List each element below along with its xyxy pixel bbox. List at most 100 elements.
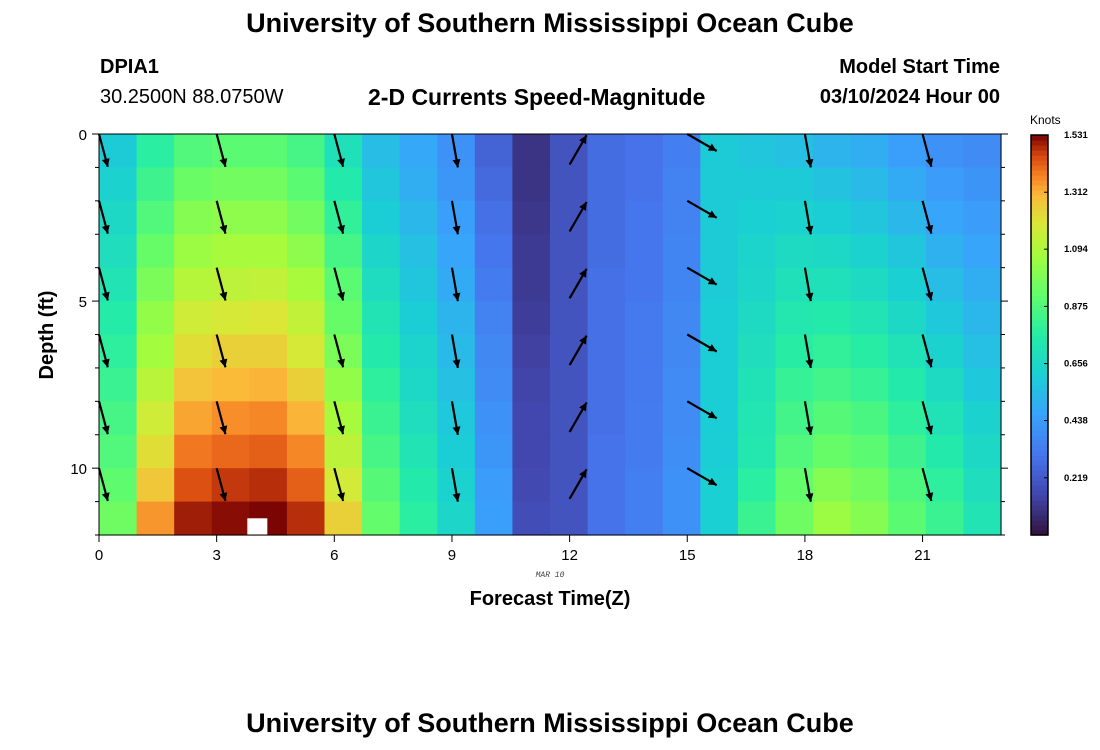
current-vector-head — [925, 492, 934, 502]
date-label: MAR 10 — [536, 571, 565, 580]
heatmap-cell — [136, 367, 175, 402]
missing-data-cell — [247, 518, 268, 535]
current-vector-head — [805, 359, 814, 368]
heatmap-cell — [474, 267, 514, 302]
heatmap-cell — [813, 200, 852, 235]
colorbar-tick-label: 1.094 — [1064, 244, 1088, 255]
x-tick-label: 6 — [330, 547, 338, 564]
current-vector-head — [707, 143, 717, 151]
current-vector-head — [219, 358, 228, 368]
colorbar-tick-label: 1.312 — [1064, 187, 1088, 198]
colorbar-segment — [1031, 215, 1048, 221]
current-vector-head — [219, 425, 228, 435]
colorbar-segment — [1031, 275, 1048, 281]
heatmap-cell — [700, 267, 739, 302]
heatmap-cell — [249, 167, 288, 202]
heatmap-cell — [399, 167, 438, 202]
heatmap-cell — [474, 434, 514, 469]
colorbar-segment — [1031, 365, 1048, 371]
heatmap-cell — [249, 334, 288, 369]
current-vector-head — [707, 277, 717, 285]
colorbar-segment — [1031, 435, 1048, 441]
heatmap-cell — [850, 234, 889, 269]
heatmap-cell — [625, 434, 664, 469]
heatmap-cell — [286, 434, 326, 469]
colorbar-segment — [1031, 475, 1048, 481]
heatmap-cell — [286, 267, 326, 302]
heatmap-cell — [362, 401, 401, 436]
heatmap-cell — [174, 167, 213, 202]
heatmap-cell — [963, 234, 1002, 269]
colorbar-segment — [1031, 520, 1048, 526]
heatmap-cell — [174, 334, 213, 369]
colorbar-segment — [1031, 195, 1048, 201]
current-vector-head — [337, 358, 345, 368]
colorbar-segment — [1031, 290, 1048, 296]
heatmap-cell — [136, 134, 175, 169]
heatmap-cell — [737, 334, 777, 369]
x-tick-label: 21 — [914, 547, 931, 564]
heatmap-cell — [700, 301, 739, 336]
x-tick-label: 18 — [797, 547, 814, 564]
heatmap-cell — [662, 134, 701, 169]
heatmap-cell — [963, 367, 1002, 402]
colorbar-segment — [1031, 460, 1048, 466]
heatmap-cell — [286, 167, 326, 202]
heatmap-cell — [625, 234, 664, 269]
heatmap-cell — [737, 267, 777, 302]
heatmap-cell — [362, 234, 401, 269]
heatmap-cell — [625, 134, 664, 169]
colorbar-segment — [1031, 310, 1048, 316]
heatmap-cell — [850, 334, 889, 369]
colorbar-segment — [1031, 265, 1048, 271]
colorbar-segment — [1031, 360, 1048, 366]
colorbar-segment — [1031, 180, 1048, 186]
heatmap-cell — [362, 200, 401, 235]
heatmap-cell — [474, 134, 514, 169]
heatmap-cell — [249, 434, 288, 469]
heatmap-cell — [625, 200, 664, 235]
heatmap-cell — [700, 401, 739, 436]
colorbar-segment — [1031, 240, 1048, 246]
heatmap-cell — [550, 367, 589, 402]
colorbar-frame — [1030, 134, 1049, 536]
station-id: DPIA1 — [100, 56, 159, 78]
colorbar-segment — [1031, 285, 1048, 291]
current-vector-head — [452, 426, 461, 435]
current-vector-head — [925, 358, 934, 368]
colorbar-segment — [1031, 260, 1048, 266]
colorbar-segment — [1031, 440, 1048, 446]
heatmap-cell — [850, 434, 889, 469]
heatmap-cell — [888, 167, 927, 202]
current-vector-head — [452, 493, 461, 502]
heatmap-cell — [963, 334, 1002, 369]
colorbar-segment — [1031, 170, 1048, 176]
heatmap-cell — [362, 334, 401, 369]
colorbar-segment — [1031, 230, 1048, 236]
heatmap-cell — [587, 167, 626, 202]
heatmap-cell — [662, 301, 701, 336]
colorbar-segment — [1031, 135, 1048, 141]
heatmap-cell — [888, 501, 927, 536]
heatmap-cell — [286, 134, 326, 169]
heatmap-cell — [700, 167, 739, 202]
colorbar-segment — [1031, 280, 1048, 286]
heatmap-cell — [625, 301, 664, 336]
heatmap-cell — [662, 501, 701, 536]
current-vector-head — [707, 477, 717, 486]
heatmap-cell — [587, 200, 626, 235]
heatmap-cell — [362, 434, 401, 469]
current-vector-head — [925, 158, 934, 167]
heatmap-cell — [362, 501, 401, 536]
heatmap-cell — [324, 301, 363, 336]
heatmap-cell — [399, 200, 438, 235]
heatmap-cell — [625, 267, 664, 302]
footer-title: University of Southern Mississippi Ocean… — [246, 708, 854, 738]
colorbar-segment — [1031, 485, 1048, 491]
heatmap-cell — [587, 134, 626, 169]
colorbar-segment — [1031, 385, 1048, 391]
colorbar-segment — [1031, 405, 1048, 411]
heatmap-cell — [399, 367, 438, 402]
heatmap-cell — [249, 234, 288, 269]
heatmap-cell — [775, 167, 814, 202]
